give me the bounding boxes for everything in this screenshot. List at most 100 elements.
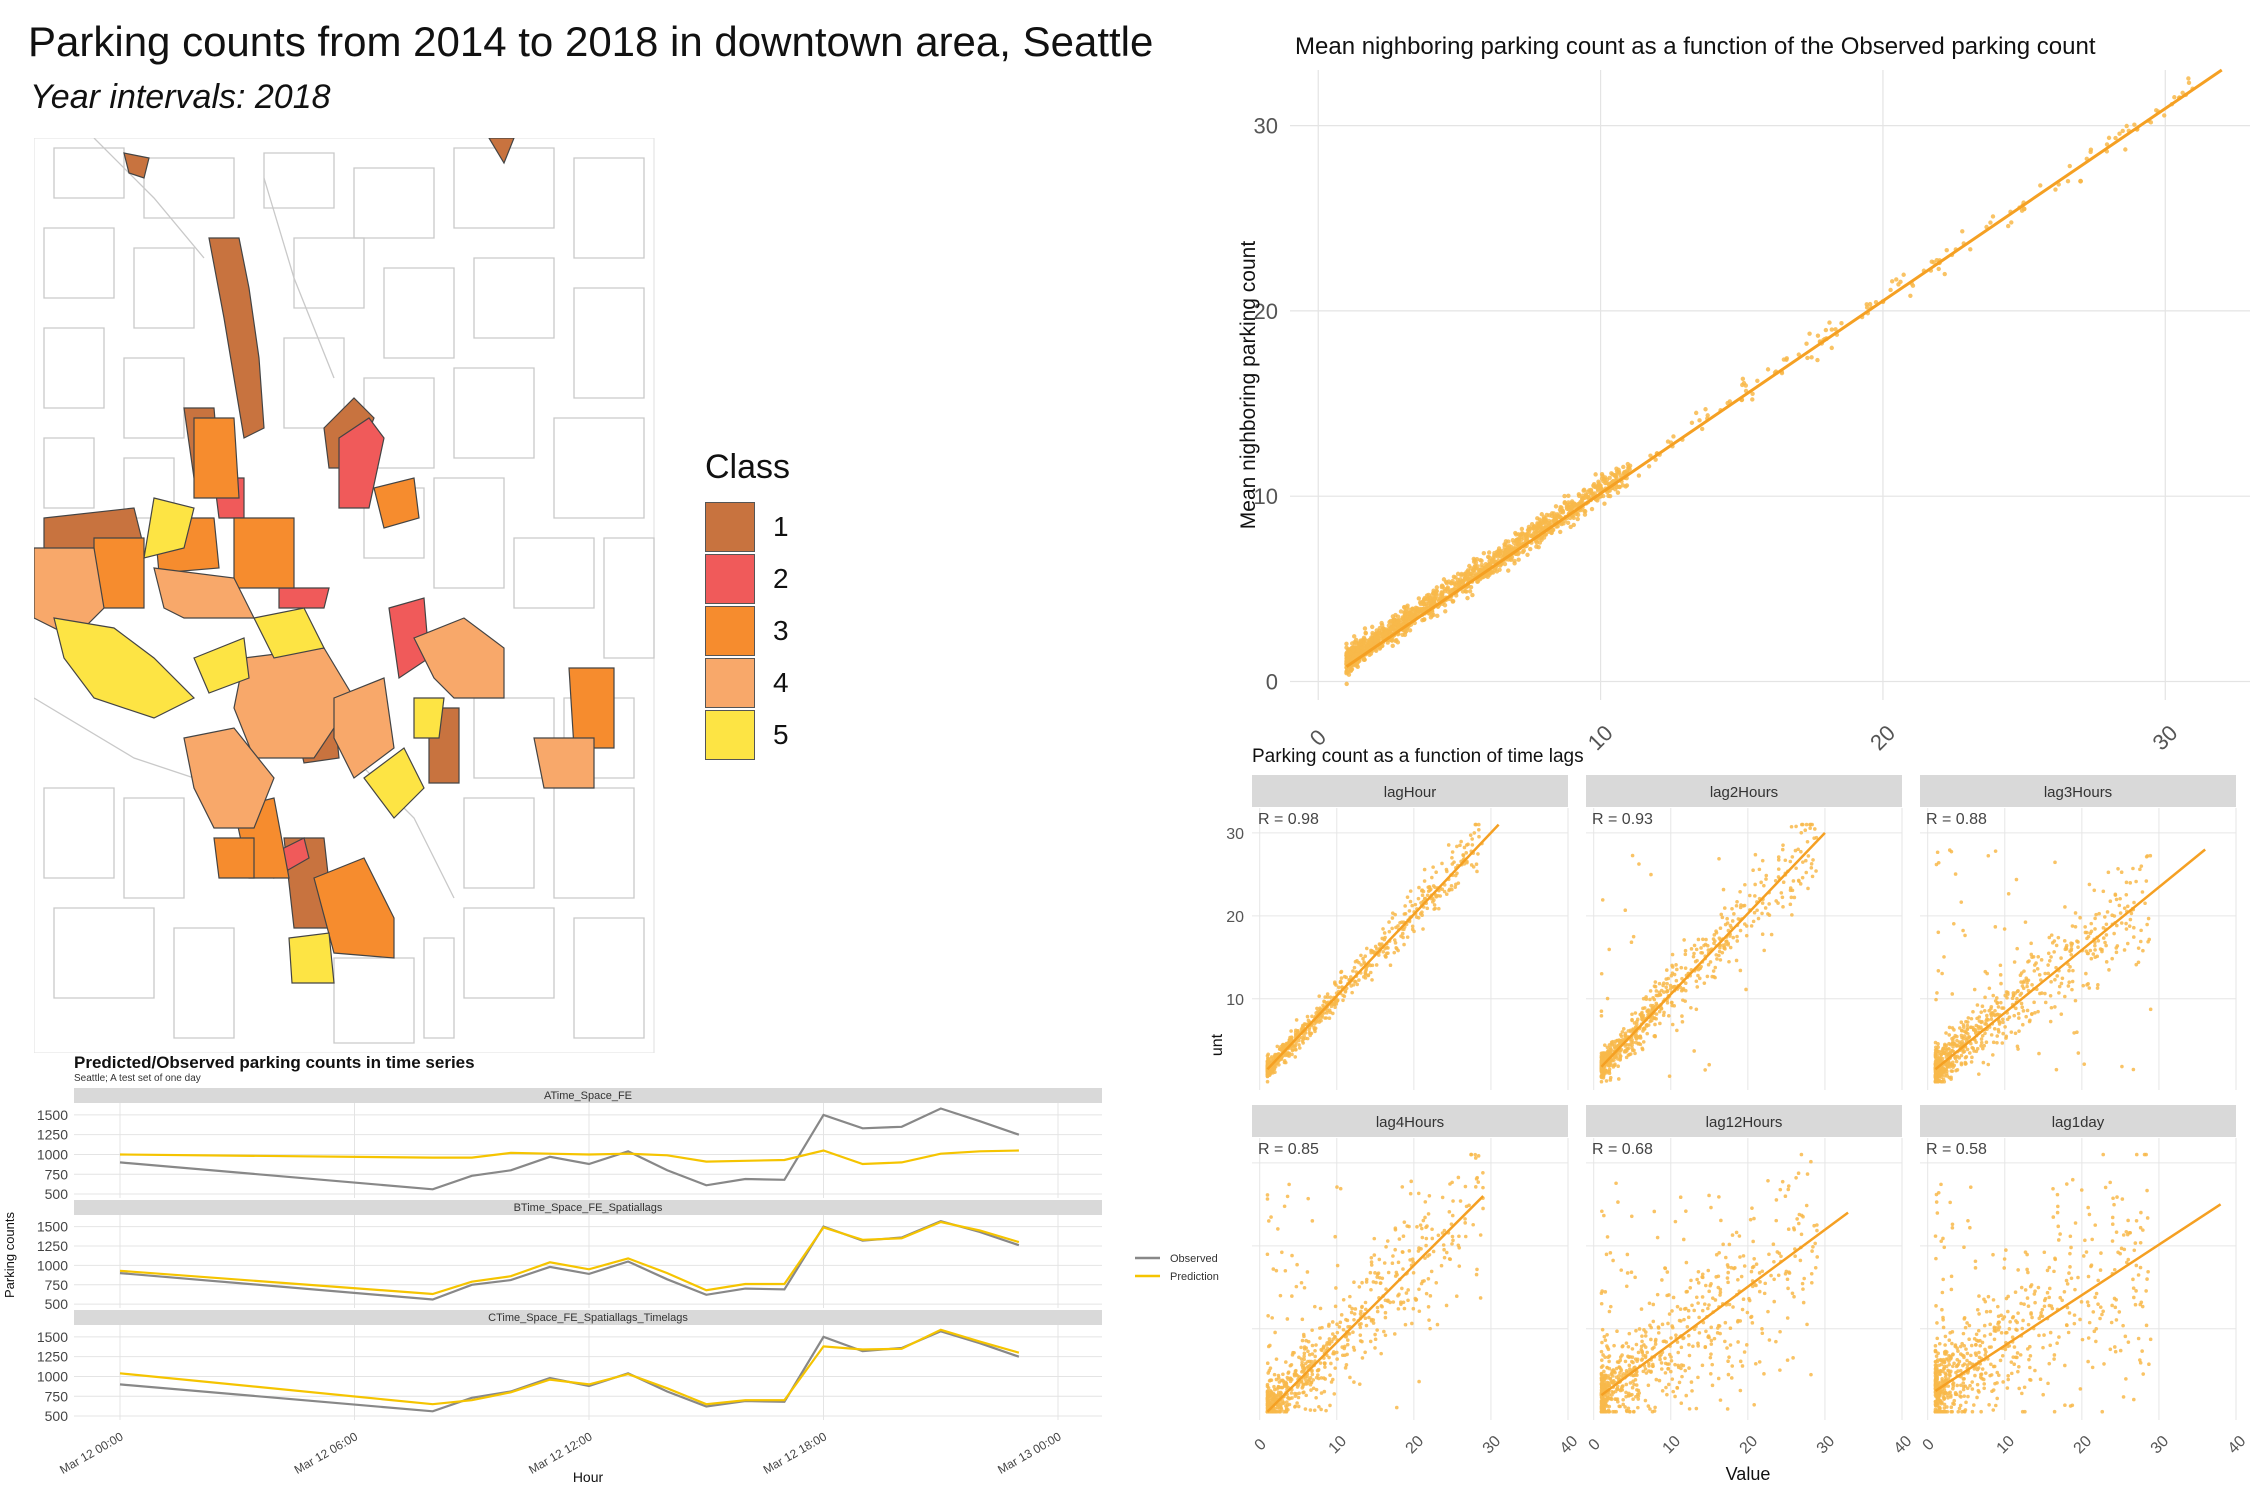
scatter-point [1370, 638, 1375, 644]
facet-point [1935, 1064, 1939, 1069]
scatter-point [1670, 444, 1675, 449]
facet-point [1625, 1046, 1630, 1051]
facet-point [1606, 1390, 1610, 1394]
facet-point [2015, 989, 2020, 994]
facet-point [1717, 936, 1722, 940]
facet-point [1268, 1343, 1272, 1348]
scatter-point [1929, 259, 1934, 264]
scatter-point [1550, 527, 1556, 533]
facet-point [1266, 1067, 1270, 1072]
facet-point [1614, 1409, 1618, 1414]
facet-point [1271, 1409, 1276, 1414]
facet-point [1310, 1352, 1315, 1356]
scatter-point [1362, 626, 1368, 631]
facet-point [1266, 1062, 1271, 1067]
facet-point [1602, 1068, 1607, 1073]
facet-point [1278, 1385, 1283, 1390]
facet-point [1599, 1409, 1604, 1414]
facet-point [1283, 1048, 1287, 1053]
facet-point [1790, 1291, 1795, 1296]
facet-point [1381, 950, 1386, 954]
facet-point [1934, 862, 1939, 867]
facet-point [1302, 1370, 1306, 1374]
facet-point [1658, 992, 1663, 997]
scatter-point [1468, 585, 1474, 590]
scatter-point [2146, 118, 2151, 124]
facet-point [1696, 1301, 1700, 1305]
scatter-point [1384, 632, 1389, 638]
facet-point [1284, 1406, 1289, 1410]
facet-point [2095, 986, 2100, 990]
facet-point [1307, 1028, 1311, 1032]
facet-point [1936, 1069, 1941, 1074]
facet-point [1601, 1061, 1605, 1065]
facet-point [1603, 1382, 1607, 1387]
facet-point [1420, 1279, 1425, 1284]
facet-point [1791, 1356, 1795, 1360]
facet-point [1938, 1069, 1942, 1074]
scatter-point [1492, 565, 1498, 571]
scatter-point [1377, 630, 1382, 635]
scatter-point [1368, 651, 1374, 656]
facet-point [1609, 1380, 1613, 1385]
scatter-point [1514, 537, 1519, 543]
facet-point [1470, 837, 1474, 841]
facet-point [1655, 1292, 1660, 1297]
facet-point [1600, 1058, 1605, 1063]
scatter-point [1618, 476, 1624, 481]
facet-point [1703, 1068, 1707, 1072]
scatter-point [1400, 632, 1405, 637]
scatter-point [1451, 587, 1456, 592]
facet-point [1364, 946, 1369, 951]
facet-point [1634, 1037, 1639, 1041]
facet-point [1809, 822, 1813, 827]
scatter-point [1499, 561, 1504, 567]
facet-point [1284, 1043, 1289, 1048]
facet-point [1642, 1343, 1646, 1347]
facet-point [1959, 900, 1964, 904]
facet-point [1440, 1195, 1445, 1200]
facet-point [1600, 1405, 1605, 1409]
facet-point [1679, 1334, 1684, 1338]
facet-point [1947, 1075, 1952, 1080]
facet-point [1693, 959, 1698, 964]
facet-point [1602, 1053, 1606, 1057]
scatter-point [1391, 620, 1396, 625]
facet-point [1649, 1018, 1654, 1023]
facet-point [1726, 941, 1730, 946]
scatter-point [1566, 500, 1571, 505]
scatter-point [1352, 648, 1357, 653]
facet-point [1274, 1357, 1279, 1361]
facet-point [1277, 1053, 1282, 1057]
scatter-point [1613, 487, 1618, 492]
facet-point [1362, 961, 1367, 966]
facet-point [1681, 1336, 1685, 1341]
scatter-point [1508, 556, 1513, 561]
facet-point [1933, 1063, 1938, 1067]
facet-point [1646, 1383, 1651, 1388]
facet-point [1306, 1018, 1311, 1023]
facet-point [1474, 862, 1479, 867]
facet-point [1322, 1389, 1327, 1394]
facet-r-label: R = 0.93 [1592, 811, 1653, 828]
facet-point [1607, 1383, 1611, 1388]
scatter-point [2067, 163, 2072, 169]
facet-point [1601, 1399, 1606, 1404]
facet-point [1611, 1380, 1615, 1385]
facet-point [1938, 1064, 1942, 1068]
facet-point [1371, 1280, 1376, 1284]
facet-point [1708, 1283, 1713, 1288]
facet-point [1674, 1336, 1679, 1341]
facet-point [1602, 1405, 1607, 1409]
facet-point [1314, 1387, 1319, 1392]
scatter-point [1605, 486, 1611, 491]
facet-point [1339, 1313, 1344, 1317]
facet-point [1364, 1280, 1369, 1284]
scatter-point [1549, 530, 1554, 536]
facet-point [1272, 1064, 1277, 1069]
facet-point [1600, 1373, 1605, 1377]
scatter-point [1402, 632, 1408, 638]
scatter-point [1380, 622, 1385, 628]
facet-point [1270, 1069, 1275, 1074]
facet-point [1815, 1223, 1819, 1227]
